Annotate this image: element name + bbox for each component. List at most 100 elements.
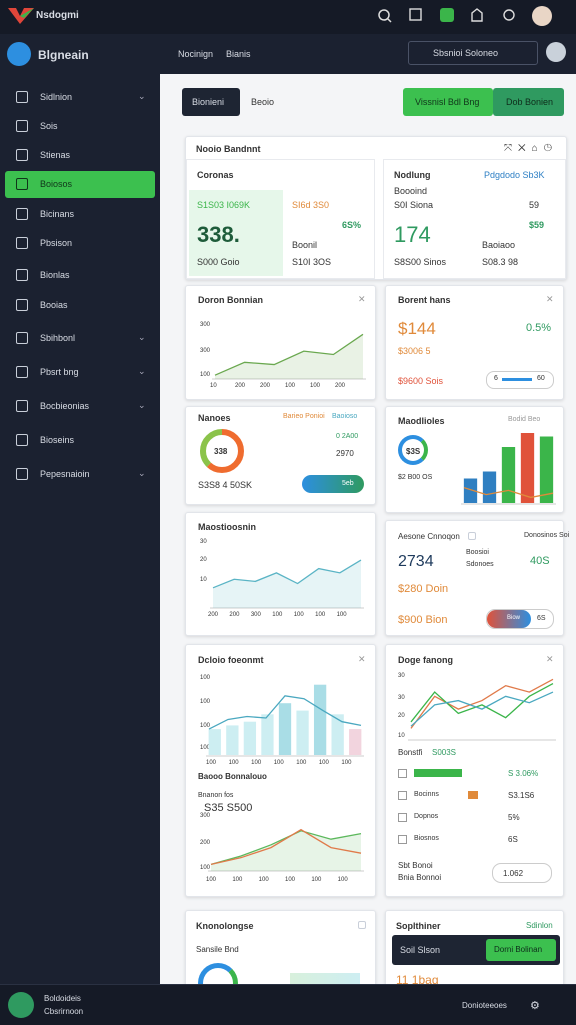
- kpi-delta: 6S%: [342, 220, 362, 230]
- nav-item[interactable]: Pbsison: [40, 238, 73, 248]
- nav-icon: [16, 237, 28, 249]
- line: [410, 682, 554, 723]
- nav-item[interactable]: Pepesnaioin: [40, 469, 90, 479]
- close[interactable]: ✕: [546, 294, 554, 304]
- kpi-foot: $900 Bion: [398, 614, 448, 626]
- tab-active[interactable]: Bionieni: [182, 88, 240, 116]
- chart-card: Maostioosnin 30 20 10 200 200 300 100 100 100…: [185, 512, 376, 636]
- nav-item[interactable]: Stienas: [40, 150, 71, 160]
- kpi-tag: S1S03 I069K: [197, 200, 251, 210]
- chevron[interactable]: ⌄: [138, 91, 146, 101]
- pill-bar: [502, 378, 532, 381]
- card-foot: S3S8 4 50SK: [198, 480, 253, 490]
- toast-text: Soil Slson: [400, 945, 441, 955]
- line: [214, 333, 364, 376]
- nav-item[interactable]: Bocbieonias: [40, 401, 90, 411]
- card-sub: Baooo Bonnalouo: [198, 772, 267, 781]
- line: [463, 486, 554, 499]
- card-value: 11 1bag: [396, 973, 439, 987]
- row-value: 0 2A00: [336, 433, 359, 440]
- button[interactable]: Vissnisl Bdl Bng: [403, 88, 493, 116]
- pill[interactable]: 6 60: [486, 371, 554, 389]
- y-tick-label: 300: [200, 348, 211, 354]
- icon: [468, 532, 476, 540]
- nav-active[interactable]: [5, 171, 155, 198]
- bar: [539, 436, 554, 503]
- nav-item[interactable]: Booias: [40, 300, 68, 310]
- row-icon: [398, 813, 407, 822]
- card-sub: $2 B00 OS: [398, 474, 433, 481]
- kpi-value: 338.: [197, 222, 240, 247]
- kpi-label: Baoiaoo: [482, 240, 516, 250]
- card-title: Doron Bonnian: [198, 295, 263, 305]
- x-tick-label: 100: [251, 760, 262, 766]
- bar: [349, 729, 362, 755]
- x-tick-label: 100: [315, 612, 326, 618]
- x-tick-label: 100: [285, 383, 296, 389]
- button-label: Vissnisl Bdl Bng: [415, 97, 480, 107]
- row-label: Bocinns: [414, 791, 439, 798]
- button[interactable]: 5eb: [302, 475, 364, 493]
- nav-item[interactable]: Sbihbonl: [40, 333, 76, 343]
- nav-item[interactable]: Bioseins: [40, 435, 75, 445]
- footer-action[interactable]: Donioteeoes: [462, 1001, 507, 1010]
- close[interactable]: ✕: [358, 294, 366, 304]
- kpi-pct: 0.5%: [526, 322, 552, 334]
- card-title: Dcloio foeonmt: [198, 655, 264, 665]
- row-label: Biosnos: [414, 835, 439, 842]
- chevron[interactable]: ⌄: [138, 366, 146, 376]
- bar: [501, 447, 516, 503]
- chevron[interactable]: ⌄: [138, 400, 146, 410]
- kpi-link[interactable]: Pdgdodo Sb3K: [484, 170, 545, 180]
- x-tick-label: 100: [232, 877, 243, 883]
- area-fill: [213, 560, 361, 608]
- button[interactable]: Dob Bonien: [493, 88, 564, 116]
- settings[interactable]: ⚙: [530, 1000, 540, 1012]
- nav-icon: [16, 434, 28, 446]
- search-placeholder: Sbsnioi Soloneo: [433, 48, 499, 58]
- y-tick-label: 30: [398, 695, 405, 701]
- nav-item[interactable]: Sidlnion: [40, 92, 73, 102]
- pill[interactable]: Biow 6S: [486, 609, 554, 629]
- pill-label: 6S: [537, 615, 546, 622]
- donut-slice: [200, 429, 244, 473]
- x-tick-label: 200: [208, 612, 219, 618]
- nav-item[interactable]: Bionlas: [40, 270, 70, 280]
- bar: [482, 471, 497, 503]
- gauge: [398, 435, 428, 465]
- nav-item[interactable]: Pbsrt bng: [40, 367, 79, 377]
- chart-card: Dcloio foeonmt ✕ 100 100 100 100 Baooo B…: [185, 644, 376, 897]
- breadcrumb: Bianis: [226, 49, 251, 59]
- kpi-highlight: [189, 190, 283, 276]
- card-tag: Bodid Beo: [508, 416, 541, 423]
- pill-label: 6: [494, 375, 498, 382]
- kpi-card: Borent hans ✕ $144 0.5% $3006 5 $9600 So…: [385, 285, 564, 400]
- chevron[interactable]: ⌄: [138, 468, 146, 478]
- tab[interactable]: Beoio: [251, 97, 275, 107]
- nav-item[interactable]: Boiosos: [40, 179, 73, 189]
- close[interactable]: ✕: [358, 654, 366, 664]
- bar: [278, 703, 292, 755]
- button-label: Dob Bonien: [506, 97, 554, 107]
- y-tick-label: 10: [200, 577, 207, 583]
- pill[interactable]: 1.062: [492, 863, 552, 883]
- nav-icon: [16, 400, 28, 412]
- chevron[interactable]: ⌄: [138, 332, 146, 342]
- button[interactable]: Dorni Bolinan: [486, 939, 556, 961]
- avatar[interactable]: [8, 992, 34, 1018]
- close[interactable]: ✕: [546, 654, 554, 664]
- gauge-center: $3S: [406, 447, 421, 456]
- card-value: S35 S500: [204, 802, 253, 814]
- top-bar: Nsdogmi: [0, 0, 576, 34]
- kpi-foot: $9600 Sois: [398, 376, 444, 386]
- search-box[interactable]: Sbsnioi Soloneo: [408, 41, 538, 65]
- y-tick-label: 100: [200, 372, 211, 378]
- chart: [461, 433, 556, 505]
- nav-item[interactable]: Bicinans: [40, 209, 75, 219]
- x-tick-label: 100: [228, 760, 239, 766]
- donut: [200, 429, 244, 473]
- nav-item[interactable]: Sois: [40, 121, 58, 131]
- x-tick-label: 200: [229, 612, 240, 618]
- x-tick-label: 300: [250, 612, 261, 618]
- avatar[interactable]: [546, 42, 566, 62]
